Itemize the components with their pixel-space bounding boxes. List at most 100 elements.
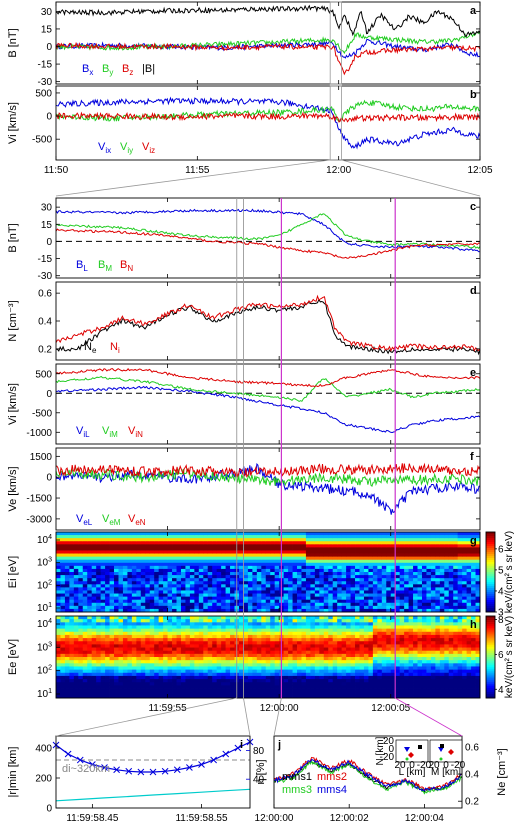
heat-cell	[381, 616, 387, 620]
heat-cell	[252, 691, 258, 696]
heat-cell	[136, 587, 142, 591]
heat-cell	[270, 631, 276, 636]
heat-cell	[87, 625, 93, 630]
heat-cell	[314, 584, 320, 588]
heat-cell	[176, 694, 182, 699]
heat-cell	[127, 544, 133, 548]
heat-cell	[355, 647, 360, 652]
heat-cell	[430, 619, 436, 623]
heat-cell	[69, 663, 75, 667]
heat-cell	[421, 691, 427, 696]
heat-cell	[87, 565, 93, 570]
heat-cell	[274, 672, 280, 677]
heat-cell	[252, 590, 258, 594]
heat-cell	[390, 644, 396, 648]
heat-cell	[87, 644, 93, 648]
heat-cell	[377, 653, 383, 658]
heat-cell	[176, 666, 182, 671]
heat-cell	[328, 650, 334, 655]
heat-cell	[404, 634, 409, 639]
heat-cell	[390, 669, 396, 674]
heat-cell	[73, 556, 79, 561]
heat-cell	[252, 685, 258, 689]
heat-cell	[346, 672, 351, 677]
heat-cell	[283, 535, 289, 539]
heat-cell	[270, 550, 276, 554]
heat-cell	[198, 631, 204, 636]
heat-cell	[238, 694, 244, 699]
heat-cell	[122, 596, 128, 601]
heat-cell	[256, 647, 262, 652]
heat-cell	[252, 535, 258, 539]
ytick-label: 30	[41, 7, 53, 18]
heat-cell	[301, 625, 307, 630]
heat-cell	[64, 556, 70, 561]
heat-cell	[96, 544, 102, 548]
heat-cell	[270, 650, 276, 655]
heat-cell	[355, 675, 360, 680]
heat-cell	[100, 638, 106, 642]
heat-cell	[225, 553, 231, 558]
ytick-label: 0	[46, 112, 52, 123]
heat-cell	[363, 602, 369, 607]
heat-cell	[439, 666, 445, 671]
heat-cell	[390, 575, 396, 579]
heat-cell	[73, 544, 79, 548]
heat-cell	[471, 575, 476, 579]
heat-cell	[136, 641, 142, 645]
heat-cell	[167, 653, 173, 658]
heat-cell	[319, 602, 325, 607]
heat-cell	[185, 587, 191, 591]
heat-cell	[337, 688, 343, 693]
ytick-exp: 4	[48, 534, 52, 541]
heat-cell	[140, 538, 146, 542]
heat-cell	[359, 541, 365, 545]
heat-cell	[158, 631, 164, 636]
heat-cell	[127, 596, 133, 601]
heat-cell	[203, 587, 209, 591]
heat-cell	[56, 559, 61, 564]
heat-cell	[140, 562, 146, 567]
heat-cell	[399, 685, 405, 689]
heat-cell	[310, 568, 316, 573]
heat-cell	[145, 682, 151, 686]
heat-cell	[355, 616, 360, 620]
heat-cell	[399, 568, 405, 573]
heat-cell	[198, 559, 204, 564]
heat-cell	[91, 672, 97, 677]
heat-cell	[216, 685, 222, 689]
heat-cell	[212, 599, 218, 604]
colorbar-cell	[486, 572, 495, 575]
heat-cell	[122, 625, 128, 630]
heat-cell	[444, 669, 450, 674]
heat-cell	[430, 682, 436, 686]
heat-cell	[118, 572, 124, 576]
heat-cell	[176, 565, 182, 570]
heat-cell	[180, 682, 186, 686]
heat-cell	[319, 685, 325, 689]
heat-cell	[390, 532, 396, 536]
heat-cell	[154, 672, 160, 677]
heat-cell	[91, 584, 97, 588]
heat-cell	[399, 602, 405, 607]
heat-cell	[265, 599, 271, 604]
heat-cell	[176, 550, 182, 554]
heat-cell	[475, 599, 481, 604]
heat-cell	[194, 666, 200, 671]
heat-cell	[109, 593, 115, 598]
heat-cell	[109, 666, 115, 671]
heat-cell	[408, 568, 414, 573]
heat-cell	[421, 616, 427, 620]
heat-cell	[122, 672, 128, 677]
heat-cell	[56, 587, 61, 591]
heat-cell	[355, 685, 360, 689]
heat-cell	[198, 581, 204, 585]
heat-cell	[203, 596, 209, 601]
heat-cell	[265, 608, 271, 613]
heat-cell	[198, 550, 204, 554]
heat-cell	[390, 593, 396, 598]
heat-cell	[118, 590, 124, 594]
heat-cell	[421, 541, 427, 545]
heat-cell	[127, 584, 133, 588]
